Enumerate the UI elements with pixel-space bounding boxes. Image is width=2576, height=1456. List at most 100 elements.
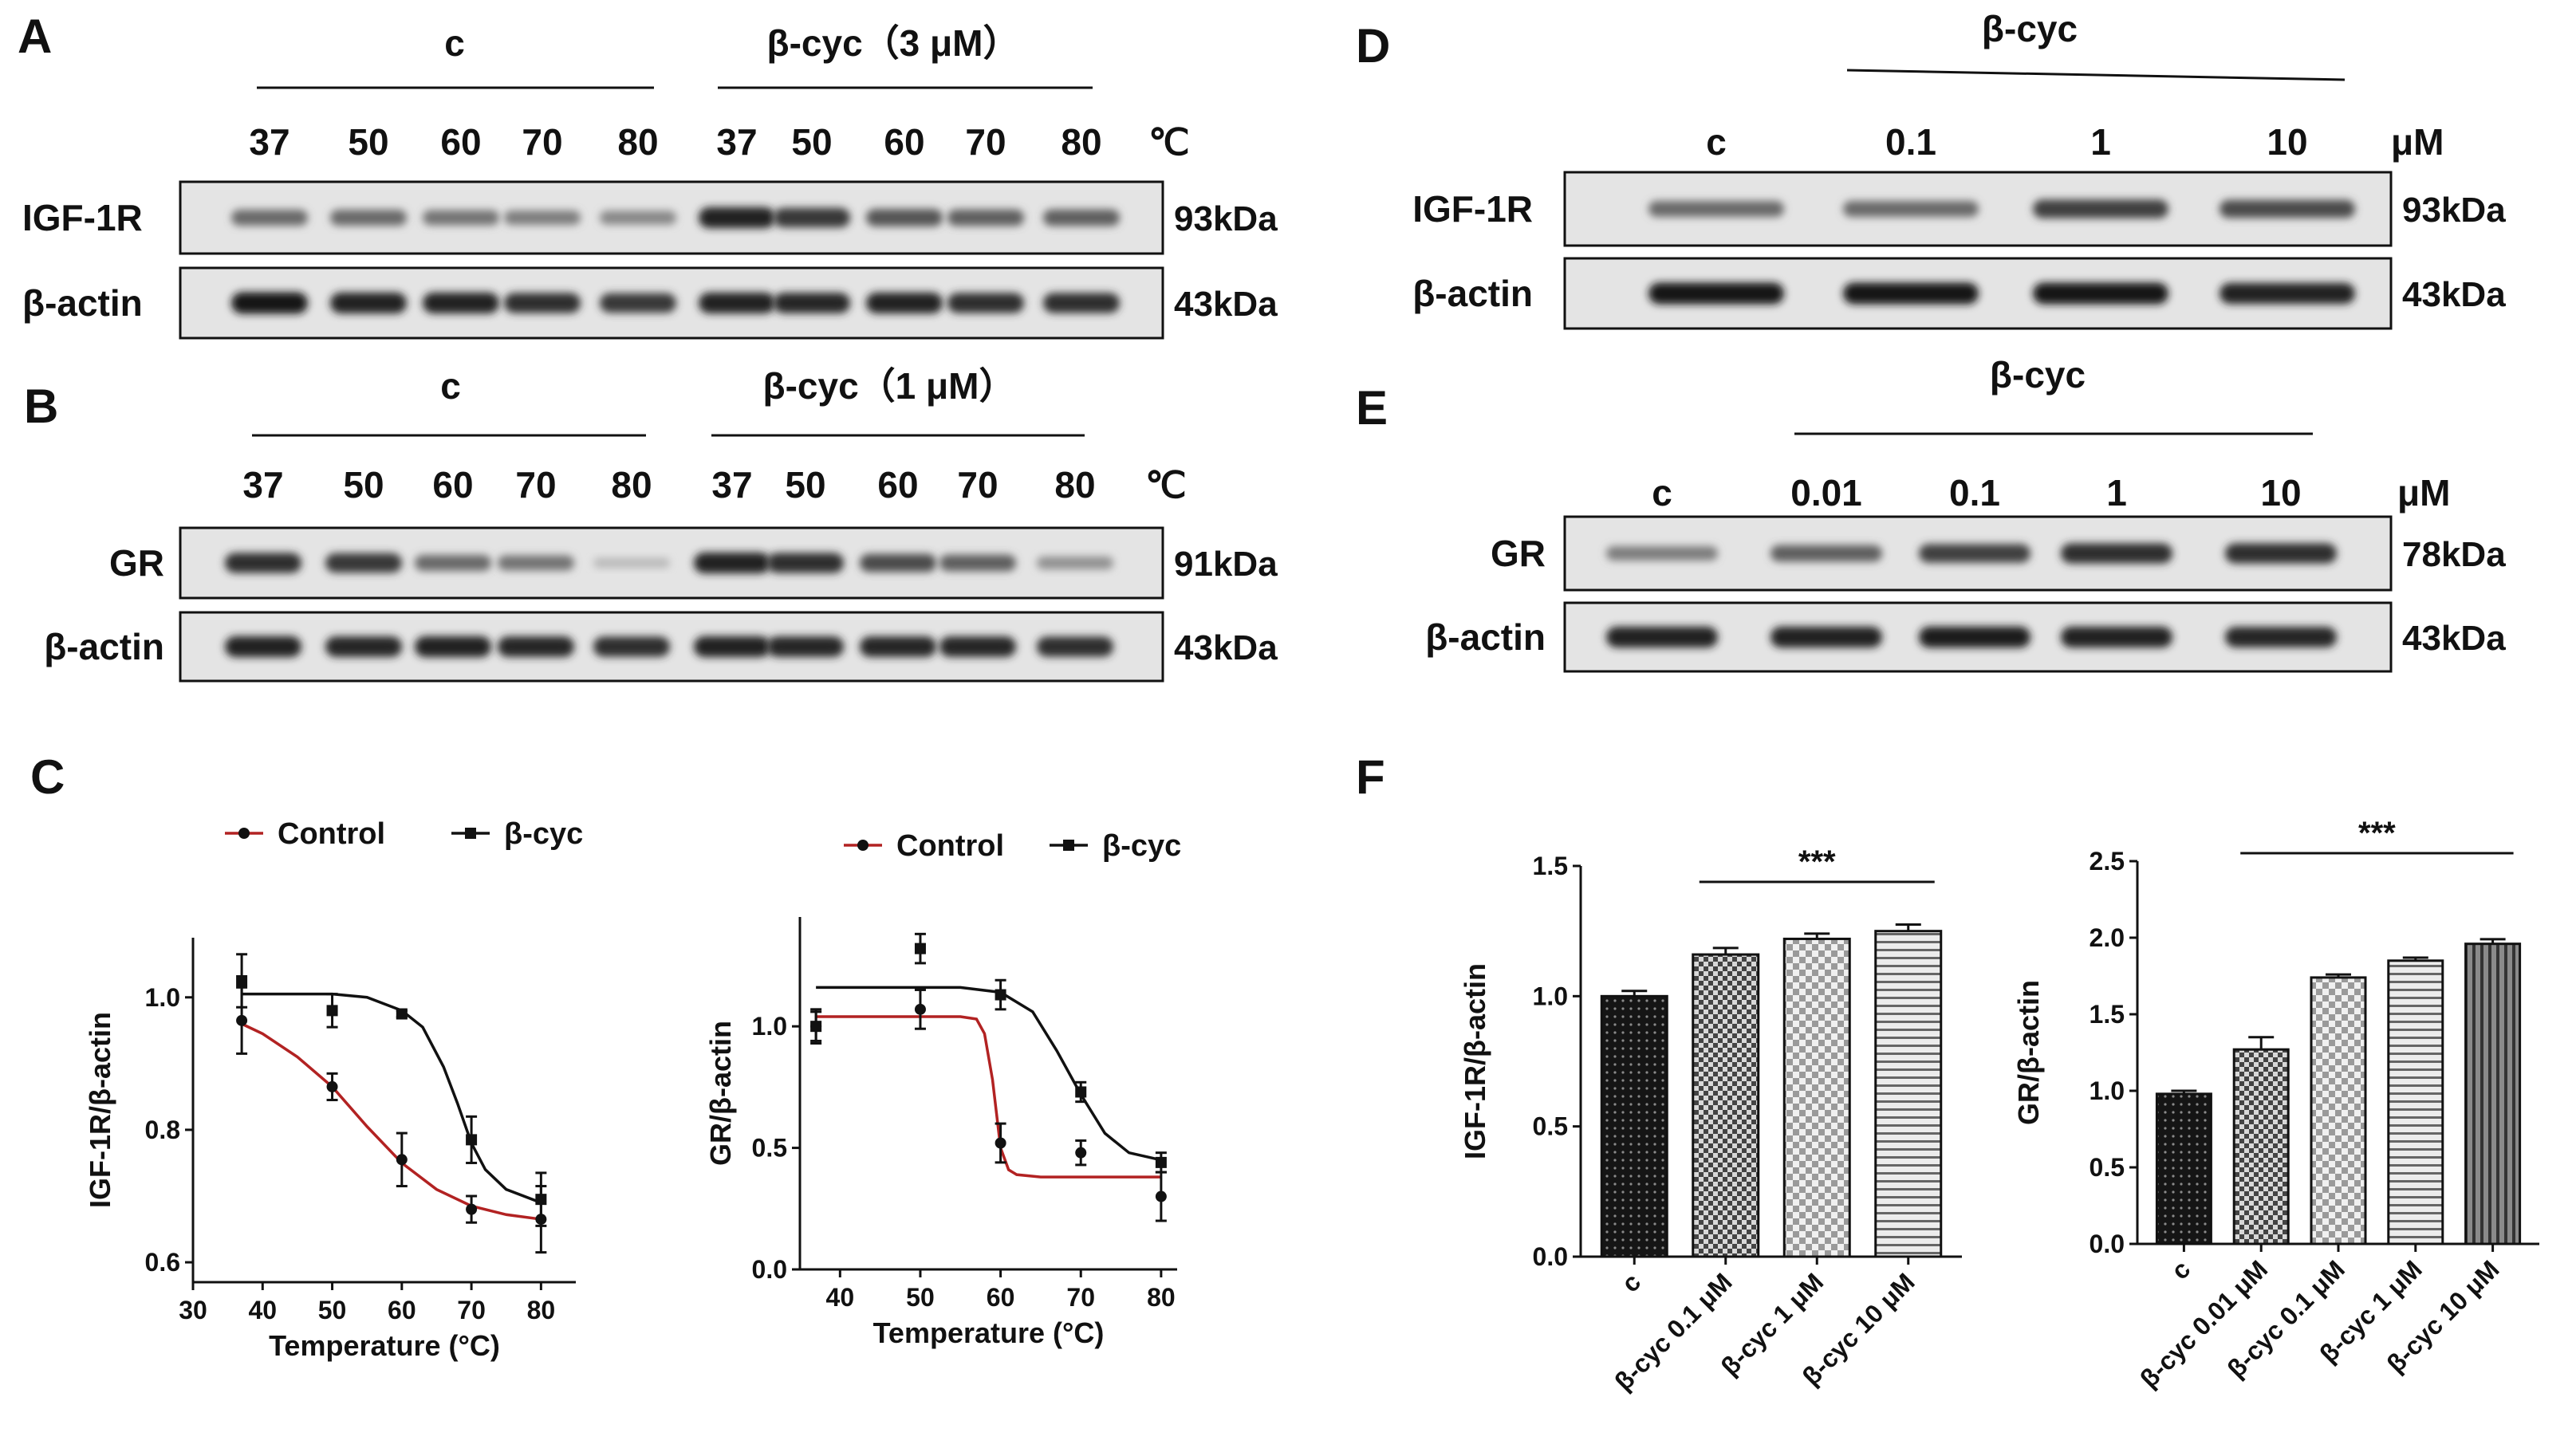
bar bbox=[2310, 976, 2367, 1245]
lane-label: 80 bbox=[611, 464, 652, 506]
fit-curve-circle bbox=[816, 1015, 1161, 1179]
lane-label: 80 bbox=[1061, 121, 1101, 163]
blot-band bbox=[415, 636, 491, 658]
bar bbox=[1874, 930, 1943, 1258]
lane-label: 70 bbox=[522, 121, 562, 163]
blot-band bbox=[1648, 201, 1784, 217]
blot-band bbox=[593, 557, 670, 569]
mw-label: 43kDa bbox=[2402, 619, 2506, 658]
blot-band bbox=[1037, 556, 1113, 570]
legend-label: Control bbox=[278, 817, 385, 851]
legend-marker-square bbox=[465, 828, 476, 839]
row-label: GR bbox=[1491, 533, 1546, 574]
blot-band bbox=[415, 555, 491, 571]
blot-band bbox=[498, 636, 574, 657]
blot-band bbox=[2220, 199, 2355, 218]
x-tick-label: 80 bbox=[1147, 1283, 1176, 1312]
lane-label: 80 bbox=[617, 121, 658, 163]
blot-band bbox=[504, 210, 581, 226]
blot-band bbox=[2225, 543, 2337, 564]
data-point-square bbox=[466, 1134, 478, 1146]
blot-band bbox=[231, 292, 308, 314]
lane-label: c bbox=[1652, 472, 1672, 514]
blot-panel-a: c β-cyc（3 μM） 37 50 60 70 80 37 50 60 70 80 ℃ IGF-1R 9… bbox=[22, 22, 1278, 340]
y-tick-label: 0.8 bbox=[145, 1116, 180, 1144]
lane-label: 0.1 bbox=[1885, 121, 1936, 163]
group-label-treatment: β-cyc（1 μM） bbox=[763, 365, 1016, 407]
lane-label: 60 bbox=[432, 464, 473, 506]
row-label: β-actin bbox=[44, 626, 164, 667]
legend-marker-circle bbox=[238, 828, 250, 839]
blot-band bbox=[767, 636, 844, 657]
mw-label: 93kDa bbox=[2402, 191, 2506, 230]
blot-band bbox=[860, 553, 936, 573]
x-tick-label: 70 bbox=[457, 1296, 486, 1324]
lane-label: 50 bbox=[791, 121, 832, 163]
blot-band bbox=[423, 292, 499, 314]
unit-label: μM bbox=[2397, 472, 2450, 514]
bar bbox=[2387, 959, 2444, 1245]
blot-band bbox=[1843, 282, 1979, 305]
y-tick-label: 0.0 bbox=[752, 1255, 787, 1284]
mw-label: 93kDa bbox=[1174, 199, 1278, 238]
data-point-square bbox=[1075, 1086, 1087, 1098]
lane-label: 70 bbox=[515, 464, 556, 506]
x-tick-label: 40 bbox=[248, 1296, 277, 1324]
blot-panel-d: β-cyc c 0.1 1 10 μM IGF-1R 93kDa β-actin 43kDa bbox=[1412, 8, 2506, 330]
x-tick-label: 60 bbox=[987, 1283, 1015, 1312]
y-tick-label: 2.5 bbox=[2090, 847, 2125, 876]
blot-band bbox=[1919, 544, 2030, 563]
blot-band bbox=[2033, 282, 2168, 305]
blot-band bbox=[694, 552, 770, 574]
blot-band bbox=[600, 211, 676, 225]
row-label: IGF-1R bbox=[1412, 188, 1533, 230]
y-tick-label: 0.0 bbox=[1533, 1242, 1568, 1271]
blot-band bbox=[1606, 626, 1718, 648]
mw-label: 43kDa bbox=[1174, 285, 1278, 324]
blot-band bbox=[2225, 627, 2337, 647]
legend-label: Control bbox=[896, 829, 1004, 863]
unit-label: ℃ bbox=[1148, 121, 1190, 163]
y-axis-title: GR/β-actin bbox=[2012, 980, 2045, 1125]
y-tick-label: 0.5 bbox=[2090, 1153, 2125, 1182]
lane-label: 1 bbox=[2090, 121, 2111, 163]
x-axis-title: Temperature (°C) bbox=[269, 1329, 500, 1362]
blot-band bbox=[947, 293, 1024, 313]
blot-band bbox=[1771, 545, 1882, 562]
row-label: β-actin bbox=[1425, 616, 1546, 658]
thermal-shift-chart-gr: 40 50 60 70 80 0.0 0.5 1.0 Temperature (°C) GR/β-… bbox=[704, 829, 1181, 1349]
lane-label: 37 bbox=[249, 121, 290, 163]
blot-band bbox=[1037, 636, 1113, 657]
panel-letter-a: A bbox=[18, 10, 52, 63]
blot-band bbox=[699, 292, 775, 314]
bar bbox=[2155, 1092, 2212, 1245]
x-tick-label: 40 bbox=[826, 1283, 855, 1312]
bar bbox=[1600, 994, 1668, 1258]
significance-label: *** bbox=[1798, 844, 1836, 880]
blot-band bbox=[225, 553, 301, 573]
y-tick-label: 2.0 bbox=[2090, 923, 2125, 952]
lane-label: 70 bbox=[957, 464, 998, 506]
bar bbox=[2464, 942, 2522, 1245]
blot-band bbox=[947, 209, 1024, 226]
blot-band bbox=[2220, 282, 2355, 305]
y-tick-label: 0.5 bbox=[1533, 1112, 1568, 1141]
panel-letter-d: D bbox=[1356, 19, 1390, 73]
x-tick-label: 50 bbox=[318, 1296, 347, 1324]
blot-panel-e: β-cyc c 0.01 0.1 1 10 μM GR 78kDa β-actin 43kDa bbox=[1425, 354, 2506, 673]
x-tick-label: 50 bbox=[906, 1283, 935, 1312]
y-tick-label: 1.0 bbox=[1533, 982, 1568, 1010]
bar bbox=[1782, 937, 1851, 1258]
x-tick-label: 80 bbox=[527, 1296, 556, 1324]
lane-label: 0.1 bbox=[1949, 472, 2000, 514]
lane-label: 37 bbox=[242, 464, 283, 506]
group-label-treatment: β-cyc（3 μM） bbox=[767, 22, 1020, 64]
row-label: IGF-1R bbox=[22, 197, 143, 238]
y-tick-label: 0.0 bbox=[2090, 1230, 2125, 1258]
row-label: β-actin bbox=[1412, 273, 1533, 314]
blot-band bbox=[939, 636, 1016, 657]
blot-band bbox=[325, 636, 402, 657]
unit-label: ℃ bbox=[1145, 464, 1187, 506]
data-point-circle bbox=[914, 1003, 926, 1015]
